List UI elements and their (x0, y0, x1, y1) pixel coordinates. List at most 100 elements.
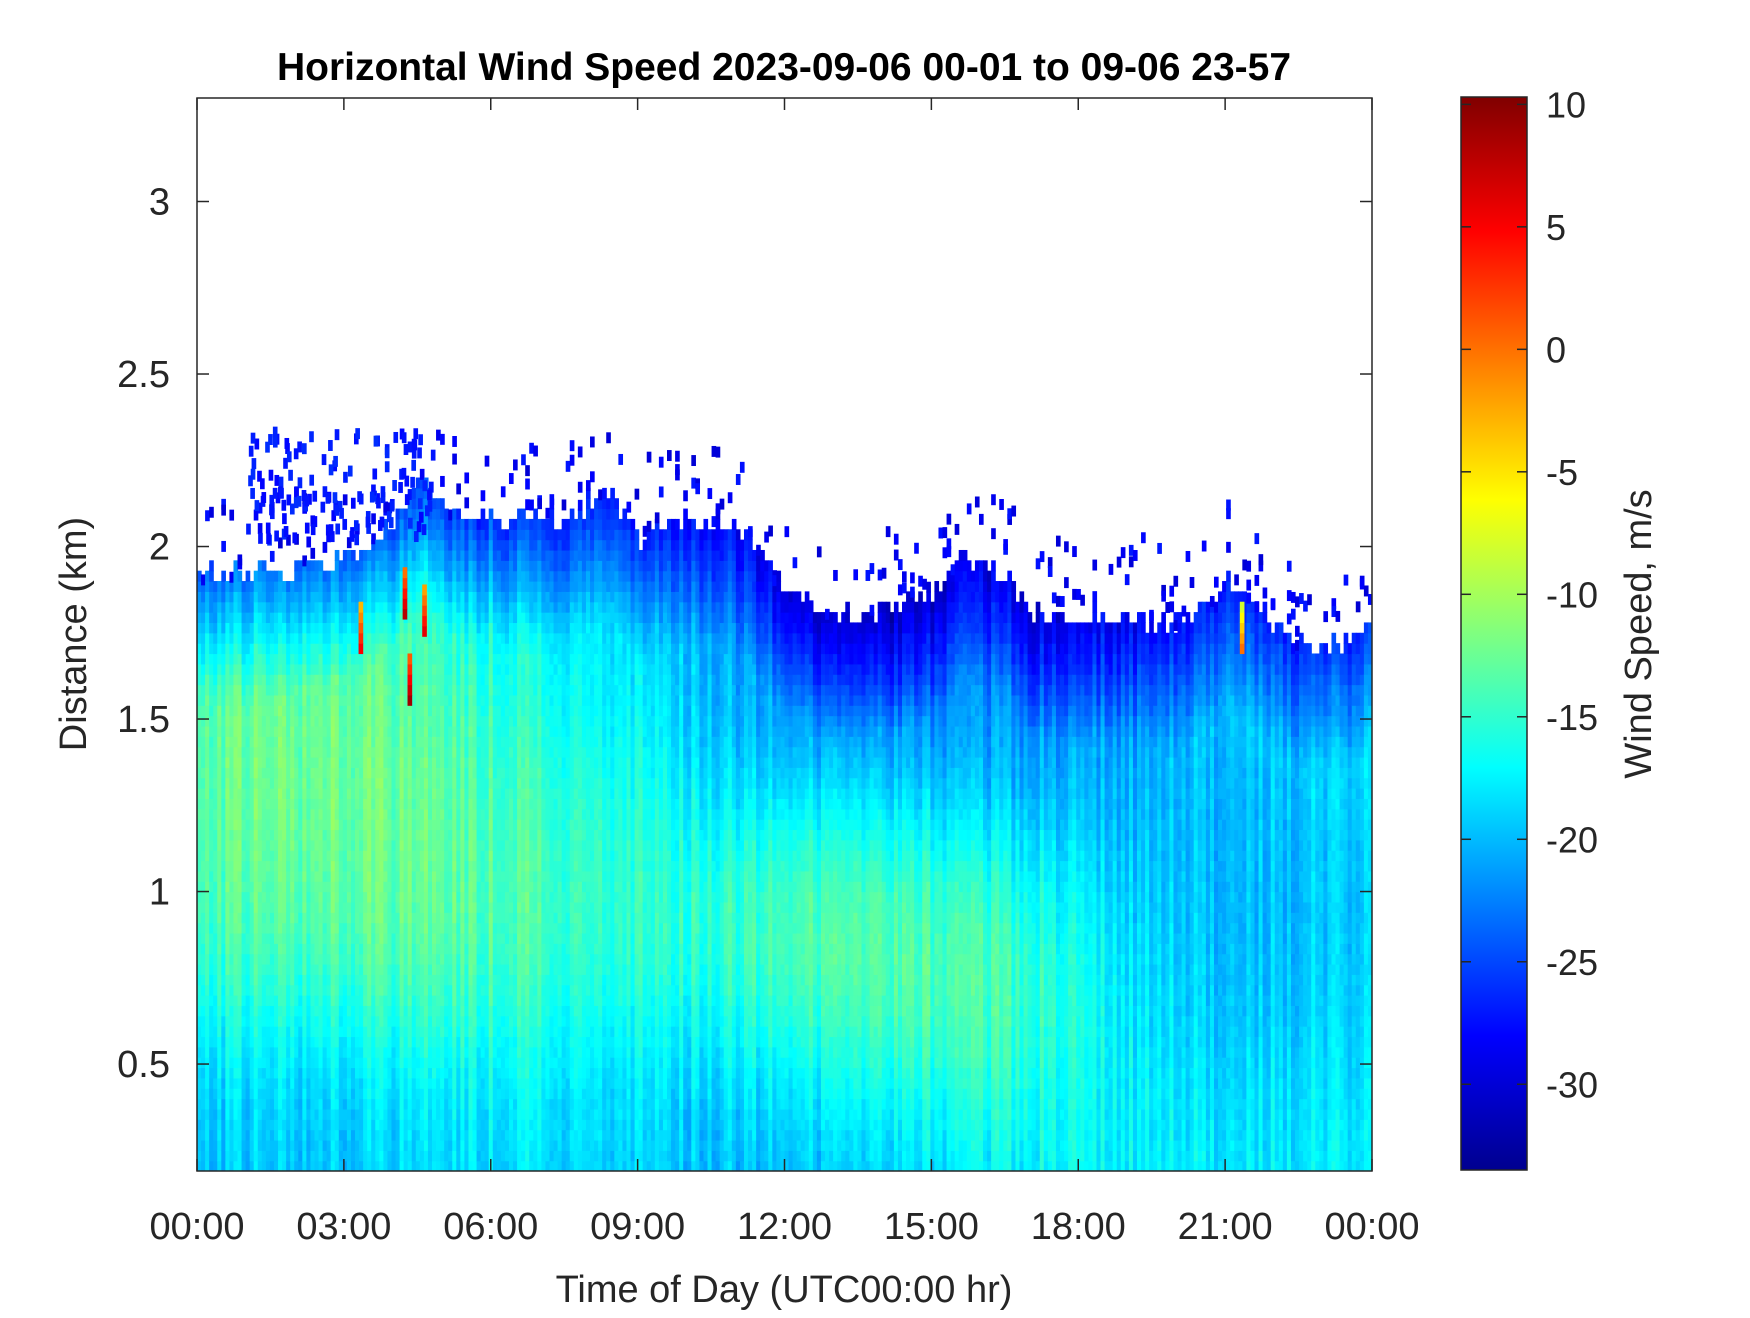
heatmap-cell (197, 736, 202, 748)
heatmap-cell (350, 819, 356, 831)
heatmap-cell (286, 1057, 291, 1069)
heatmap-cell (399, 643, 405, 655)
heatmap-cell (286, 850, 291, 862)
heatmap-cell (496, 622, 502, 634)
heatmap-cell (419, 1088, 425, 1100)
heatmap-cell (415, 601, 421, 613)
heatmap-cell (411, 1119, 417, 1131)
heatmap-cell (379, 798, 384, 810)
heatmap-cell (310, 995, 316, 1006)
heatmap-cell (476, 891, 482, 903)
heatmap-cell (245, 632, 251, 644)
heatmap-cell (265, 601, 271, 613)
heatmap-cell (521, 601, 526, 613)
heatmap-cell (273, 622, 279, 634)
heatmap-cell (245, 1108, 251, 1120)
heatmap-cell (249, 653, 255, 665)
heatmap-cell (241, 601, 247, 613)
heatmap-cell (290, 591, 295, 603)
heatmap-cell (504, 736, 510, 748)
heatmap-cell (350, 694, 356, 706)
heatmap-cell (480, 1005, 486, 1017)
heatmap-cell (452, 756, 457, 768)
heatmap-cell (444, 663, 449, 675)
heatmap-cell (513, 1067, 518, 1079)
heatmap-cell (488, 632, 494, 644)
heatmap-cell (201, 984, 206, 996)
heatmap-cell (213, 1046, 218, 1058)
heatmap-cell (407, 953, 413, 965)
heatmap-cell (387, 1005, 393, 1017)
heatmap-cell (452, 922, 457, 934)
heatmap-cell (322, 953, 328, 965)
heatmap-cell (346, 736, 352, 748)
heatmap-cell (440, 788, 445, 799)
heatmap-cell (456, 777, 461, 789)
heatmap-cell (452, 1160, 457, 1171)
heatmap-cell (298, 870, 303, 882)
heatmap-cell (334, 725, 340, 737)
heatmap-cell (213, 860, 218, 872)
heatmap-cell (436, 974, 441, 986)
heatmap-cell (294, 798, 299, 810)
heatmap-cell (432, 1036, 437, 1048)
heatmap-cell (423, 736, 429, 748)
heatmap-cell (310, 819, 316, 831)
heatmap-cell (395, 767, 401, 779)
heatmap-cell (249, 891, 255, 903)
heatmap-cell (375, 1077, 380, 1089)
heatmap-cell (225, 1046, 231, 1058)
heatmap-cell (432, 819, 437, 831)
heatmap-cell (342, 1088, 348, 1100)
heatmap-cell (383, 767, 389, 779)
heatmap-cell (257, 622, 263, 634)
heatmap-cell (419, 1098, 425, 1110)
heatmap-cell (419, 932, 425, 944)
heatmap-cell (338, 788, 344, 799)
heatmap-cell (403, 529, 409, 541)
heatmap-cell (273, 912, 279, 924)
heatmap-cell (403, 632, 409, 644)
heatmap-cell (383, 570, 389, 582)
heatmap-cell (488, 508, 494, 520)
heatmap-cell (273, 1046, 279, 1058)
heatmap-cell (472, 777, 478, 789)
heatmap-cell (209, 984, 214, 996)
heatmap-cell (355, 819, 360, 831)
heatmap-cell (513, 881, 518, 893)
heatmap-cell (456, 984, 461, 996)
heatmap-cell (302, 1098, 307, 1110)
heatmap-cell (229, 601, 235, 613)
heatmap-cell (508, 860, 514, 872)
heatmap-cell (318, 1088, 324, 1100)
heatmap-cell (265, 829, 271, 841)
heatmap-cell (464, 881, 470, 893)
heatmap-cell (395, 1088, 401, 1100)
heatmap-cell (213, 653, 218, 665)
heatmap-cell (407, 881, 413, 893)
heatmap-cell (342, 943, 348, 955)
heatmap-cell (379, 922, 384, 934)
heatmap-cell (253, 839, 259, 851)
heatmap-cell (423, 1108, 429, 1120)
heatmap-cell (403, 995, 409, 1006)
heatmap-cell (444, 581, 449, 592)
heatmap-cell (383, 529, 389, 541)
heatmap-cell (448, 1088, 453, 1100)
heatmap-cell (456, 1036, 461, 1048)
heatmap-cell (472, 705, 478, 717)
heatmap-cell (261, 1160, 267, 1171)
heatmap-cell (302, 953, 307, 965)
heatmap-cell (415, 788, 421, 799)
heatmap-cell (496, 932, 502, 944)
heatmap-cell (492, 746, 498, 758)
heatmap-cell (504, 1119, 510, 1131)
heatmap-cell (500, 922, 506, 934)
heatmap-cell (306, 932, 312, 944)
heatmap-cell (371, 963, 376, 975)
heatmap-cell (217, 643, 222, 655)
heatmap-cell (302, 1150, 307, 1162)
heatmap-cell (310, 860, 316, 872)
heatmap-cell (314, 715, 320, 727)
heatmap-cell (440, 808, 445, 820)
